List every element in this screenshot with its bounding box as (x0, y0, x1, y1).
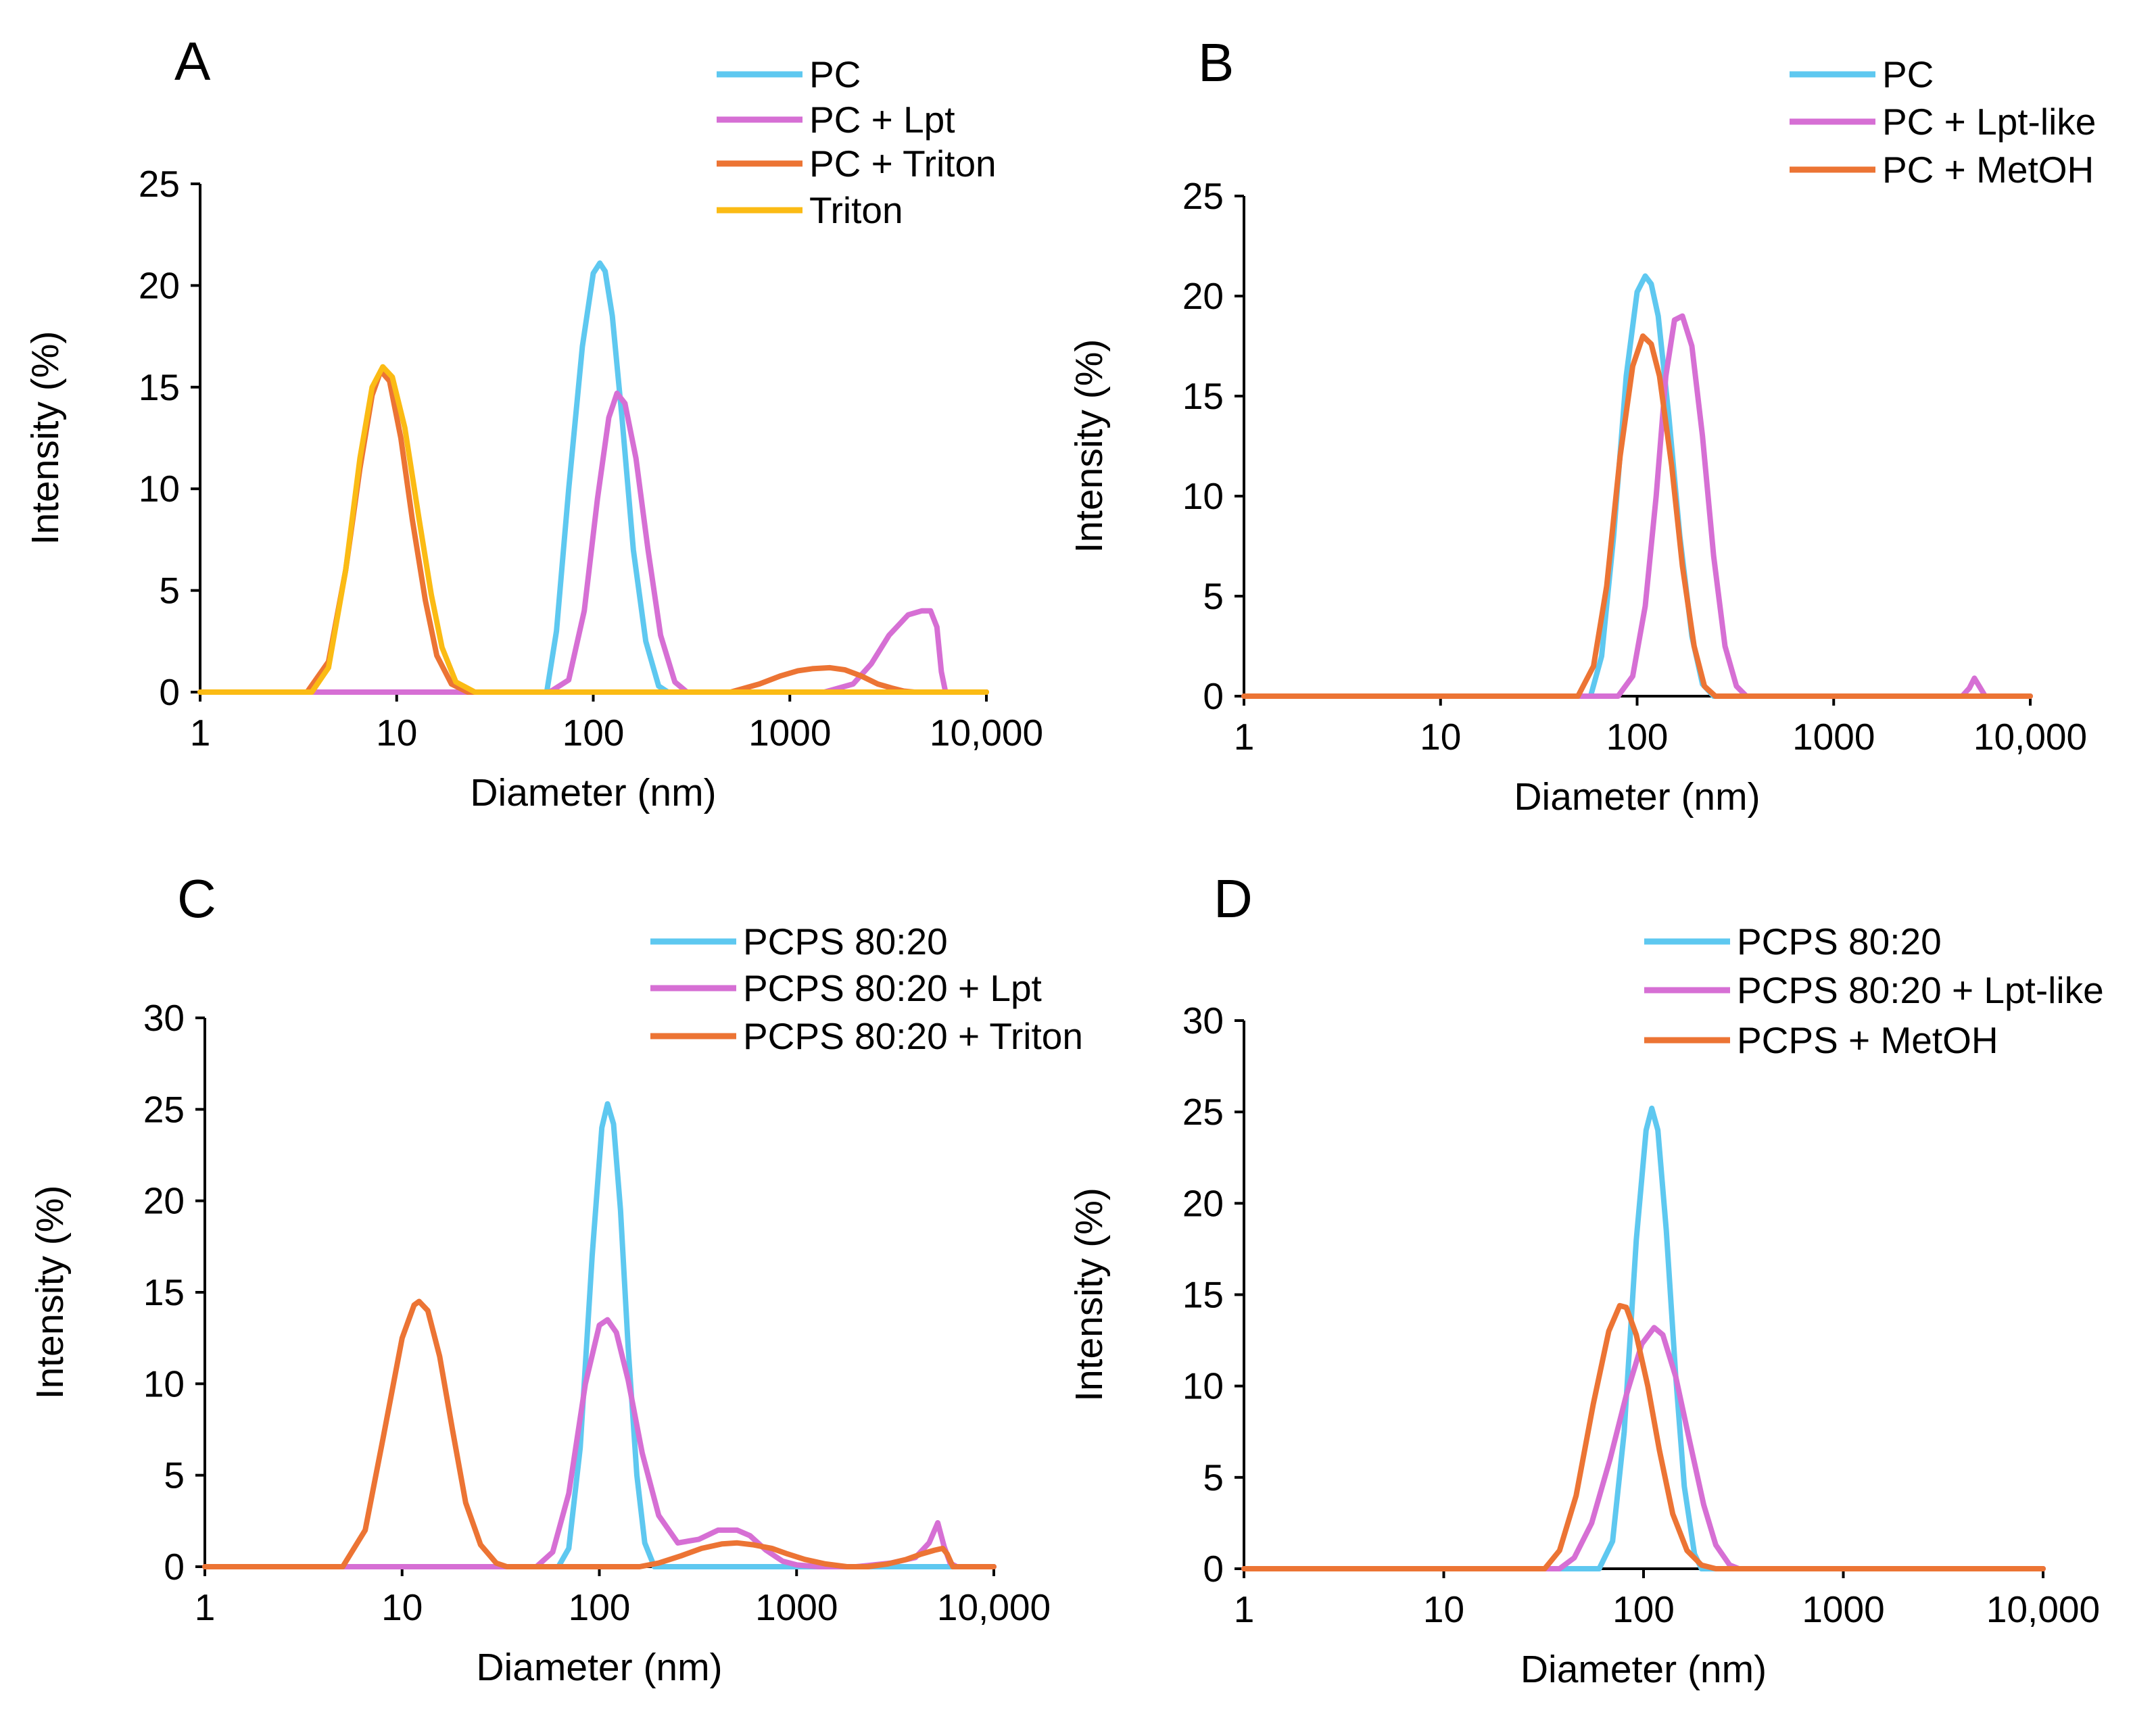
series-line-1 (1241, 313, 2033, 699)
y-axis-title: Intensity (%) (1068, 1188, 1111, 1402)
x-tick-label: 100 (569, 1586, 631, 1628)
legend-label: PC + Lpt (809, 99, 955, 141)
panel-label: A (174, 31, 211, 91)
legend-label: PCPS 80:20 (1737, 921, 1942, 962)
series-line-0 (202, 1101, 997, 1569)
x-tick-label: 1 (195, 1586, 216, 1628)
series-line-2 (202, 1298, 997, 1569)
series-line-1 (197, 390, 989, 695)
panel-d: D 0 5 10 15 20 25 30 1 10 100 1000 10,000 Diameter (n… (1068, 869, 2104, 1691)
legend-label: PCPS 80:20 + Lpt (743, 967, 1042, 1009)
x-tick-label: 100 (1612, 1588, 1675, 1630)
x-tick-label: 100 (1606, 716, 1669, 758)
y-tick-label: 15 (143, 1271, 185, 1313)
x-tick-label: 10,000 (930, 712, 1043, 754)
y-tick-label: 5 (1203, 575, 1224, 617)
x-tick-label: 1 (1234, 716, 1255, 758)
y-tick-label: 0 (159, 671, 180, 713)
panel-label: C (177, 869, 216, 929)
y-tick-label: 25 (139, 163, 180, 205)
x-tick-label: 100 (562, 712, 625, 754)
legend-label: PC + Triton (809, 143, 997, 185)
legend-label: PC + Lpt-like (1882, 101, 2096, 143)
x-tick-label: 1 (1234, 1588, 1255, 1630)
series-line-1 (202, 1317, 997, 1569)
y-tick-label: 10 (139, 468, 180, 510)
legend-label: Triton (809, 189, 903, 231)
legend-label: PC (809, 53, 861, 95)
y-tick-label: 15 (1182, 1274, 1224, 1316)
x-axis-title: Diameter (nm) (1514, 775, 1760, 818)
panel-label: D (1214, 869, 1253, 929)
legend-label: PCPS 80:20 (743, 921, 948, 962)
x-tick-label: 1000 (748, 712, 831, 754)
y-tick-label: 20 (139, 264, 180, 306)
y-tick-label: 5 (159, 570, 180, 612)
y-tick-label: 10 (1182, 1365, 1224, 1407)
y-axis-title: Intensity (%) (24, 331, 67, 545)
x-tick-label: 1000 (755, 1586, 838, 1628)
legend-label: PC + MetOH (1882, 149, 2094, 191)
series-line-2 (1241, 333, 2033, 699)
y-axis-title: Intensity (%) (28, 1186, 72, 1400)
series-line-0 (197, 260, 989, 695)
y-tick-label: 5 (164, 1455, 185, 1496)
series-line-1 (1241, 1325, 2046, 1571)
y-tick-label: 25 (143, 1088, 185, 1130)
series-line-3 (197, 364, 989, 695)
x-tick-label: 10,000 (937, 1586, 1051, 1628)
x-tick-label: 1000 (1802, 1588, 1884, 1630)
x-tick-label: 10 (1420, 716, 1461, 758)
panel-c: C 0 5 10 15 20 25 30 1 10 100 1000 10,000 Diameter (n… (28, 869, 1083, 1689)
legend-label: PCPS 80:20 + Triton (743, 1015, 1083, 1057)
y-tick-label: 15 (139, 366, 180, 408)
x-tick-label: 10 (1423, 1588, 1464, 1630)
y-tick-label: 25 (1182, 1091, 1224, 1133)
x-tick-label: 10 (381, 1586, 423, 1628)
y-tick-label: 0 (164, 1546, 185, 1588)
series-line-0 (1241, 1105, 2046, 1571)
y-tick-label: 15 (1182, 375, 1224, 417)
y-tick-label: 10 (1182, 475, 1224, 517)
series-line-2 (1241, 1302, 2046, 1571)
panel-b: B 0 5 10 15 20 25 1 10 100 1000 10,000 Diameter (nm)… (1068, 32, 2096, 818)
panel-label: B (1198, 32, 1234, 93)
x-tick-label: 1000 (1792, 716, 1875, 758)
x-axis-title: Diameter (nm) (470, 771, 716, 814)
x-tick-label: 10,000 (1973, 716, 2087, 758)
x-tick-label: 10 (376, 712, 417, 754)
y-tick-label: 20 (1182, 275, 1224, 317)
legend-label: PC (1882, 53, 1934, 95)
legend-label: PCPS + MetOH (1737, 1019, 1998, 1061)
series-line-0 (1241, 273, 2033, 699)
y-tick-label: 0 (1203, 675, 1224, 717)
y-tick-label: 25 (1182, 175, 1224, 217)
y-tick-label: 5 (1203, 1457, 1224, 1498)
y-tick-label: 30 (1182, 1000, 1224, 1042)
y-tick-label: 0 (1203, 1548, 1224, 1590)
y-tick-label: 30 (143, 997, 185, 1039)
y-tick-label: 20 (1182, 1182, 1224, 1224)
y-tick-label: 10 (143, 1363, 185, 1404)
x-tick-label: 10,000 (1986, 1588, 2100, 1630)
y-axis-title: Intensity (%) (1068, 339, 1111, 554)
panel-a: A 0 5 10 15 20 25 1 10 100 1000 10,000 Diameter (nm)… (24, 31, 1043, 814)
x-axis-title: Diameter (nm) (1520, 1648, 1767, 1691)
legend-label: PCPS 80:20 + Lpt-like (1737, 969, 2104, 1011)
x-axis-title: Diameter (nm) (476, 1646, 722, 1689)
y-tick-label: 20 (143, 1180, 185, 1222)
x-tick-label: 1 (190, 712, 211, 754)
